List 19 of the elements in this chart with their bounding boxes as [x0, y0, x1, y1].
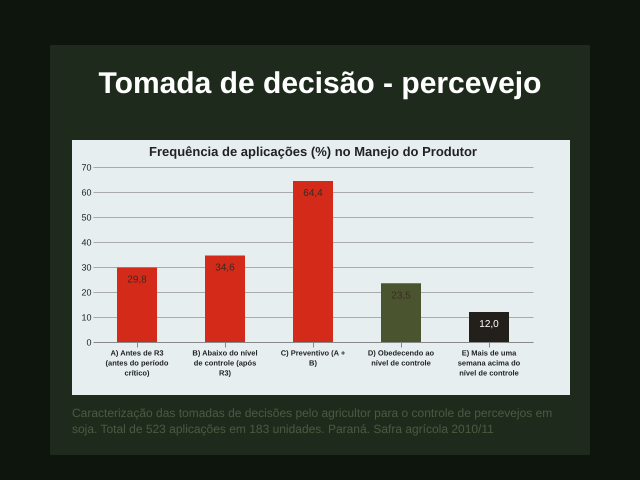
bar	[205, 256, 245, 342]
chart-title: Tomada de decisão - percevejo	[98, 67, 542, 101]
bar	[381, 283, 421, 342]
y-tick-label: 60	[81, 188, 92, 198]
data-label: 64,4	[303, 188, 324, 199]
y-tick-label: 40	[81, 238, 92, 248]
bar	[117, 268, 157, 342]
y-tick-label: 70	[81, 162, 92, 172]
y-tick-label: 50	[81, 212, 92, 222]
data-label: 12,0	[479, 319, 500, 330]
bar	[293, 181, 333, 342]
data-label: 29,8	[127, 274, 148, 286]
chart-subtitle: Frequência de aplicações (%) no Manejo do Produtor	[149, 144, 477, 159]
bar	[469, 312, 509, 342]
y-tick-label: 0	[86, 338, 92, 348]
y-tick-label: 10	[81, 312, 92, 322]
data-label: 34,6	[215, 262, 236, 274]
y-tick-label: 30	[81, 262, 92, 272]
y-tick-label: 20	[81, 288, 92, 298]
